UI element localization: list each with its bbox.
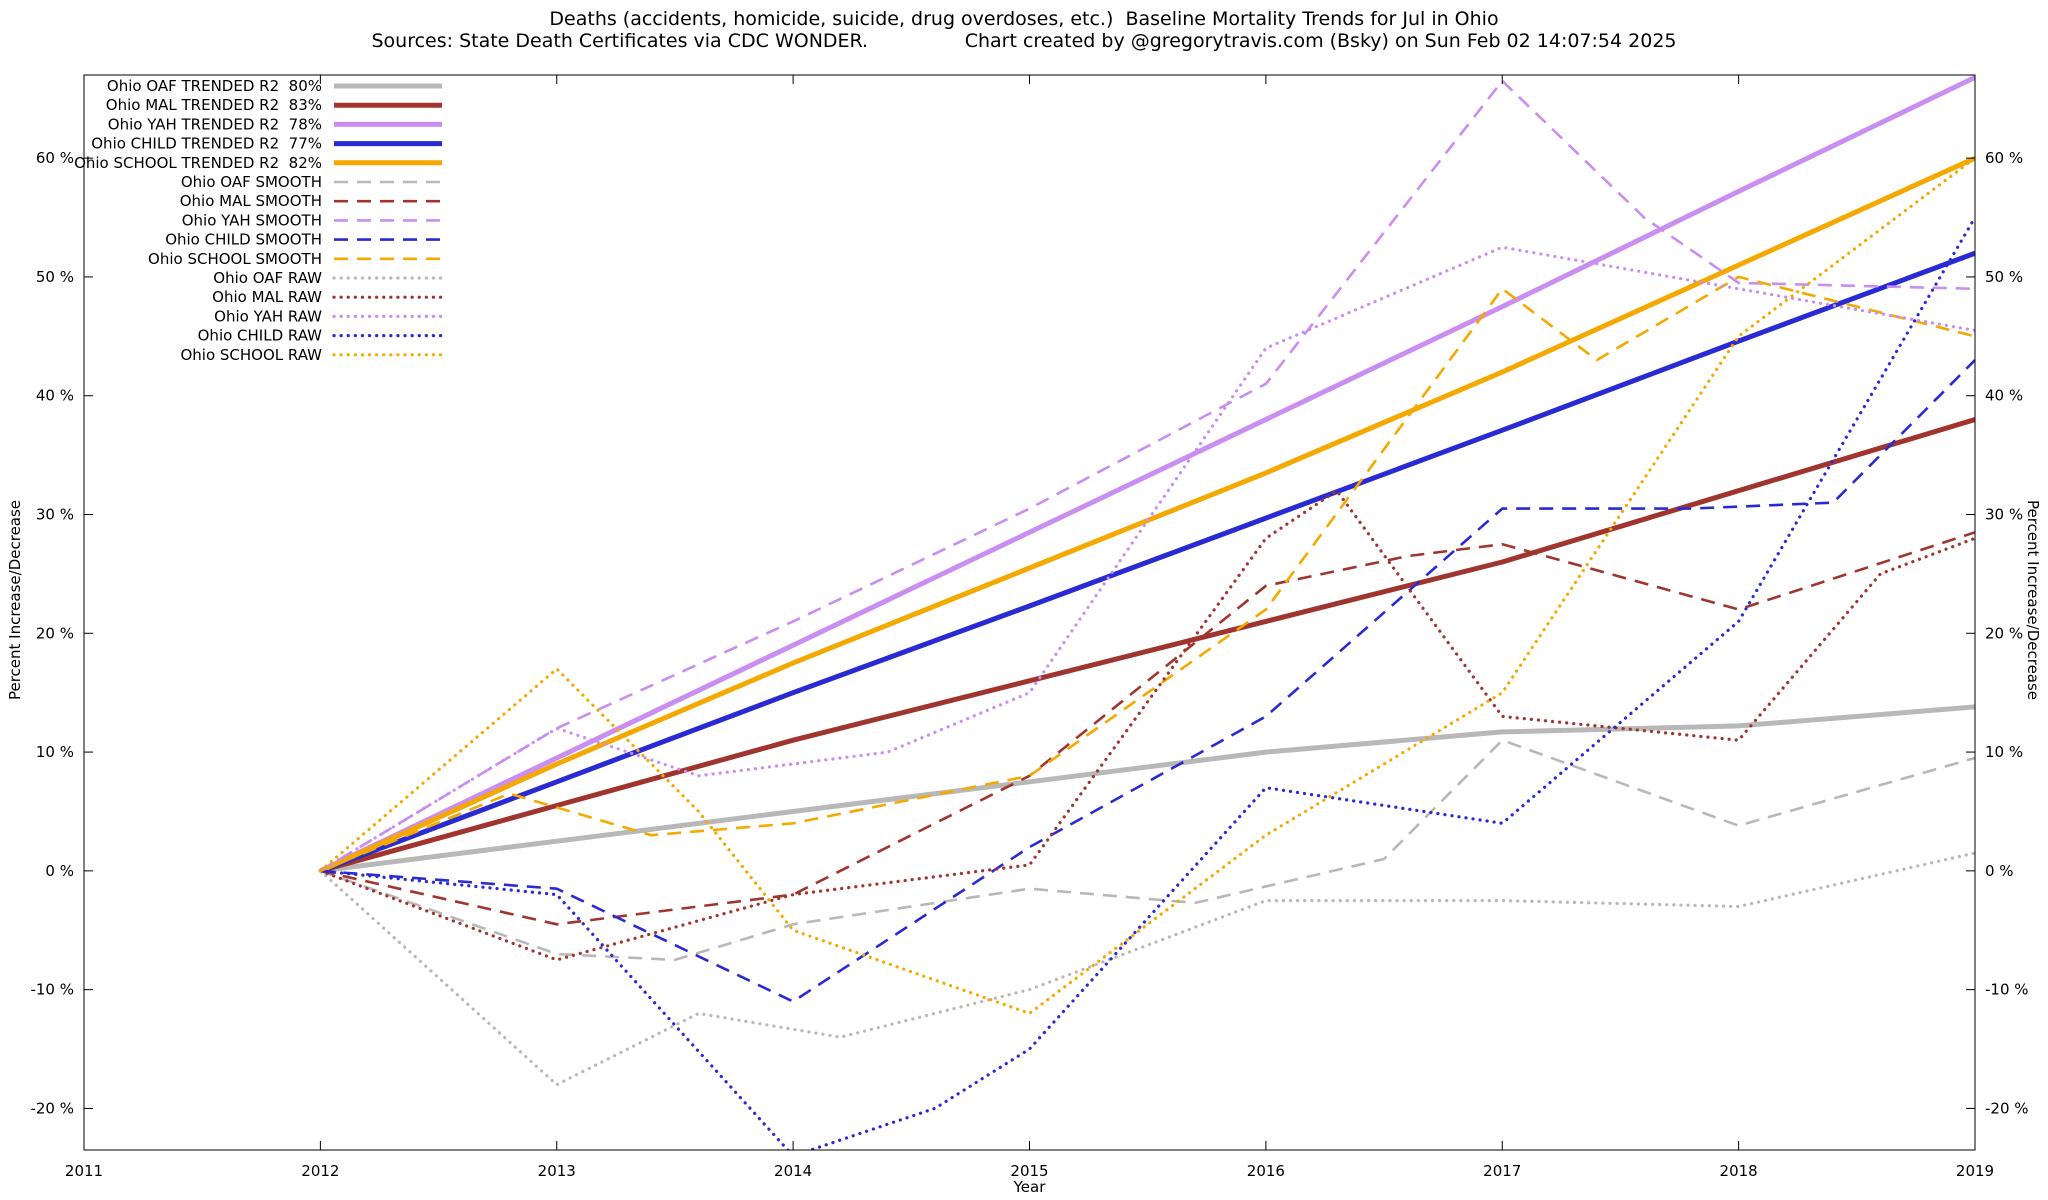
legend-label: Ohio CHILD RAW bbox=[198, 327, 323, 345]
y-tick-label-right: 50 % bbox=[1985, 268, 2023, 286]
y-tick-label-left: 10 % bbox=[36, 743, 74, 761]
legend-item-yah-smooth: Ohio YAH SMOOTH bbox=[182, 211, 442, 229]
legend-item-oaf-smooth: Ohio OAF SMOOTH bbox=[181, 173, 442, 191]
chart-subtitle: Sources: State Death Certificates via CD… bbox=[371, 30, 1677, 52]
legend-item-yah-trended: Ohio YAH TRENDED R2 78% bbox=[108, 115, 442, 133]
legend-label: Ohio OAF TRENDED R2 80% bbox=[107, 77, 322, 95]
legend-item-school-smooth: Ohio SCHOOL SMOOTH bbox=[148, 250, 442, 268]
y-tick-label-right: 60 % bbox=[1985, 149, 2023, 167]
legend-label: Ohio MAL TRENDED R2 83% bbox=[106, 96, 322, 114]
x-tick-label: 2015 bbox=[1010, 1162, 1048, 1180]
x-tick-label: 2019 bbox=[1956, 1162, 1994, 1180]
y-tick-label-left: 0 % bbox=[45, 862, 74, 880]
chart-title: Deaths (accidents, homicide, suicide, dr… bbox=[549, 8, 1499, 30]
series-line-oaf-raw bbox=[318, 851, 1975, 1087]
series-line-oaf-trended bbox=[320, 704, 1975, 874]
y-tick-label-left: 40 % bbox=[36, 387, 74, 405]
legend: Ohio OAF TRENDED R2 80%Ohio MAL TRENDED … bbox=[74, 77, 444, 364]
y-tick-label-left: 20 % bbox=[36, 624, 74, 642]
series-line-yah-smooth bbox=[319, 79, 1975, 873]
x-tick-label: 2016 bbox=[1247, 1162, 1285, 1180]
y-tick-label-left: 50 % bbox=[36, 268, 74, 286]
legend-label: Ohio CHILD SMOOTH bbox=[165, 231, 322, 249]
legend-item-mal-smooth: Ohio MAL SMOOTH bbox=[180, 192, 442, 210]
legend-label: Ohio SCHOOL SMOOTH bbox=[148, 250, 322, 268]
series-line-child-raw bbox=[318, 215, 1975, 1150]
x-tick-label: 2014 bbox=[774, 1162, 812, 1180]
series-line-mal-trended bbox=[319, 417, 1975, 874]
y-tick-label-right: -20 % bbox=[1985, 1099, 2029, 1117]
y-tick-label-right: 40 % bbox=[1985, 387, 2023, 405]
legend-label: Ohio YAH RAW bbox=[214, 307, 322, 325]
legend-item-yah-raw: Ohio YAH RAW bbox=[214, 307, 444, 325]
legend-item-mal-raw: Ohio MAL RAW bbox=[212, 288, 444, 306]
x-tick-label: 2013 bbox=[538, 1162, 576, 1180]
x-tick-label: 2011 bbox=[65, 1162, 103, 1180]
y-tick-label-left: 60 % bbox=[36, 149, 74, 167]
series-line-school-raw bbox=[318, 156, 1975, 1015]
series-line-school-trended bbox=[319, 155, 1975, 874]
legend-item-mal-trended: Ohio MAL TRENDED R2 83% bbox=[106, 96, 442, 114]
legend-label: Ohio SCHOOL RAW bbox=[180, 346, 322, 364]
y-tick-label-right: 0 % bbox=[1985, 862, 2014, 880]
legend-item-child-raw: Ohio CHILD RAW bbox=[198, 327, 444, 345]
legend-item-child-trended: Ohio CHILD TRENDED R2 77% bbox=[91, 135, 442, 153]
legend-label: Ohio YAH SMOOTH bbox=[182, 211, 322, 229]
series-line-school-smooth bbox=[319, 275, 1975, 873]
legend-label: Ohio YAH TRENDED R2 78% bbox=[108, 115, 322, 133]
y-tick-label-right: 20 % bbox=[1985, 624, 2023, 642]
series-line-yah-trended bbox=[319, 75, 1975, 874]
x-tick-label: 2012 bbox=[301, 1162, 339, 1180]
x-axis-label: Year bbox=[1013, 1178, 1046, 1196]
y-tick-label-left: -20 % bbox=[30, 1099, 74, 1117]
legend-label: Ohio OAF SMOOTH bbox=[181, 173, 322, 191]
series-line-oaf-smooth bbox=[319, 738, 1975, 962]
series-line-child-trended bbox=[319, 250, 1975, 874]
legend-label: Ohio MAL SMOOTH bbox=[180, 192, 322, 210]
legend-label: Ohio MAL RAW bbox=[212, 288, 322, 306]
x-tick-label: 2017 bbox=[1483, 1162, 1521, 1180]
legend-label: Ohio SCHOOL TRENDED R2 82% bbox=[74, 154, 322, 172]
y-tick-label-right: 10 % bbox=[1985, 743, 2023, 761]
series-group bbox=[318, 75, 1975, 1150]
y-tick-label-left: -10 % bbox=[30, 981, 74, 999]
series-line-mal-raw bbox=[318, 489, 1975, 962]
y-tick-label-right: 30 % bbox=[1985, 506, 2023, 524]
legend-item-child-smooth: Ohio CHILD SMOOTH bbox=[165, 231, 442, 249]
legend-item-oaf-trended: Ohio OAF TRENDED R2 80% bbox=[107, 77, 442, 95]
legend-label: Ohio OAF RAW bbox=[213, 269, 322, 287]
legend-item-school-raw: Ohio SCHOOL RAW bbox=[180, 346, 444, 364]
legend-item-school-trended: Ohio SCHOOL TRENDED R2 82% bbox=[74, 154, 442, 172]
series-line-child-smooth bbox=[320, 359, 1975, 1003]
legend-label: Ohio CHILD TRENDED R2 77% bbox=[91, 135, 322, 153]
series-line-mal-smooth bbox=[320, 531, 1975, 926]
legend-item-oaf-raw: Ohio OAF RAW bbox=[213, 269, 444, 287]
x-tick-label: 2018 bbox=[1720, 1162, 1758, 1180]
y-tick-label-right: -10 % bbox=[1985, 981, 2029, 999]
series-line-yah-raw bbox=[318, 245, 1975, 873]
y-tick-label-left: 30 % bbox=[36, 506, 74, 524]
y-axis-label-right: Percent Increase/Decrease bbox=[2024, 499, 2042, 701]
